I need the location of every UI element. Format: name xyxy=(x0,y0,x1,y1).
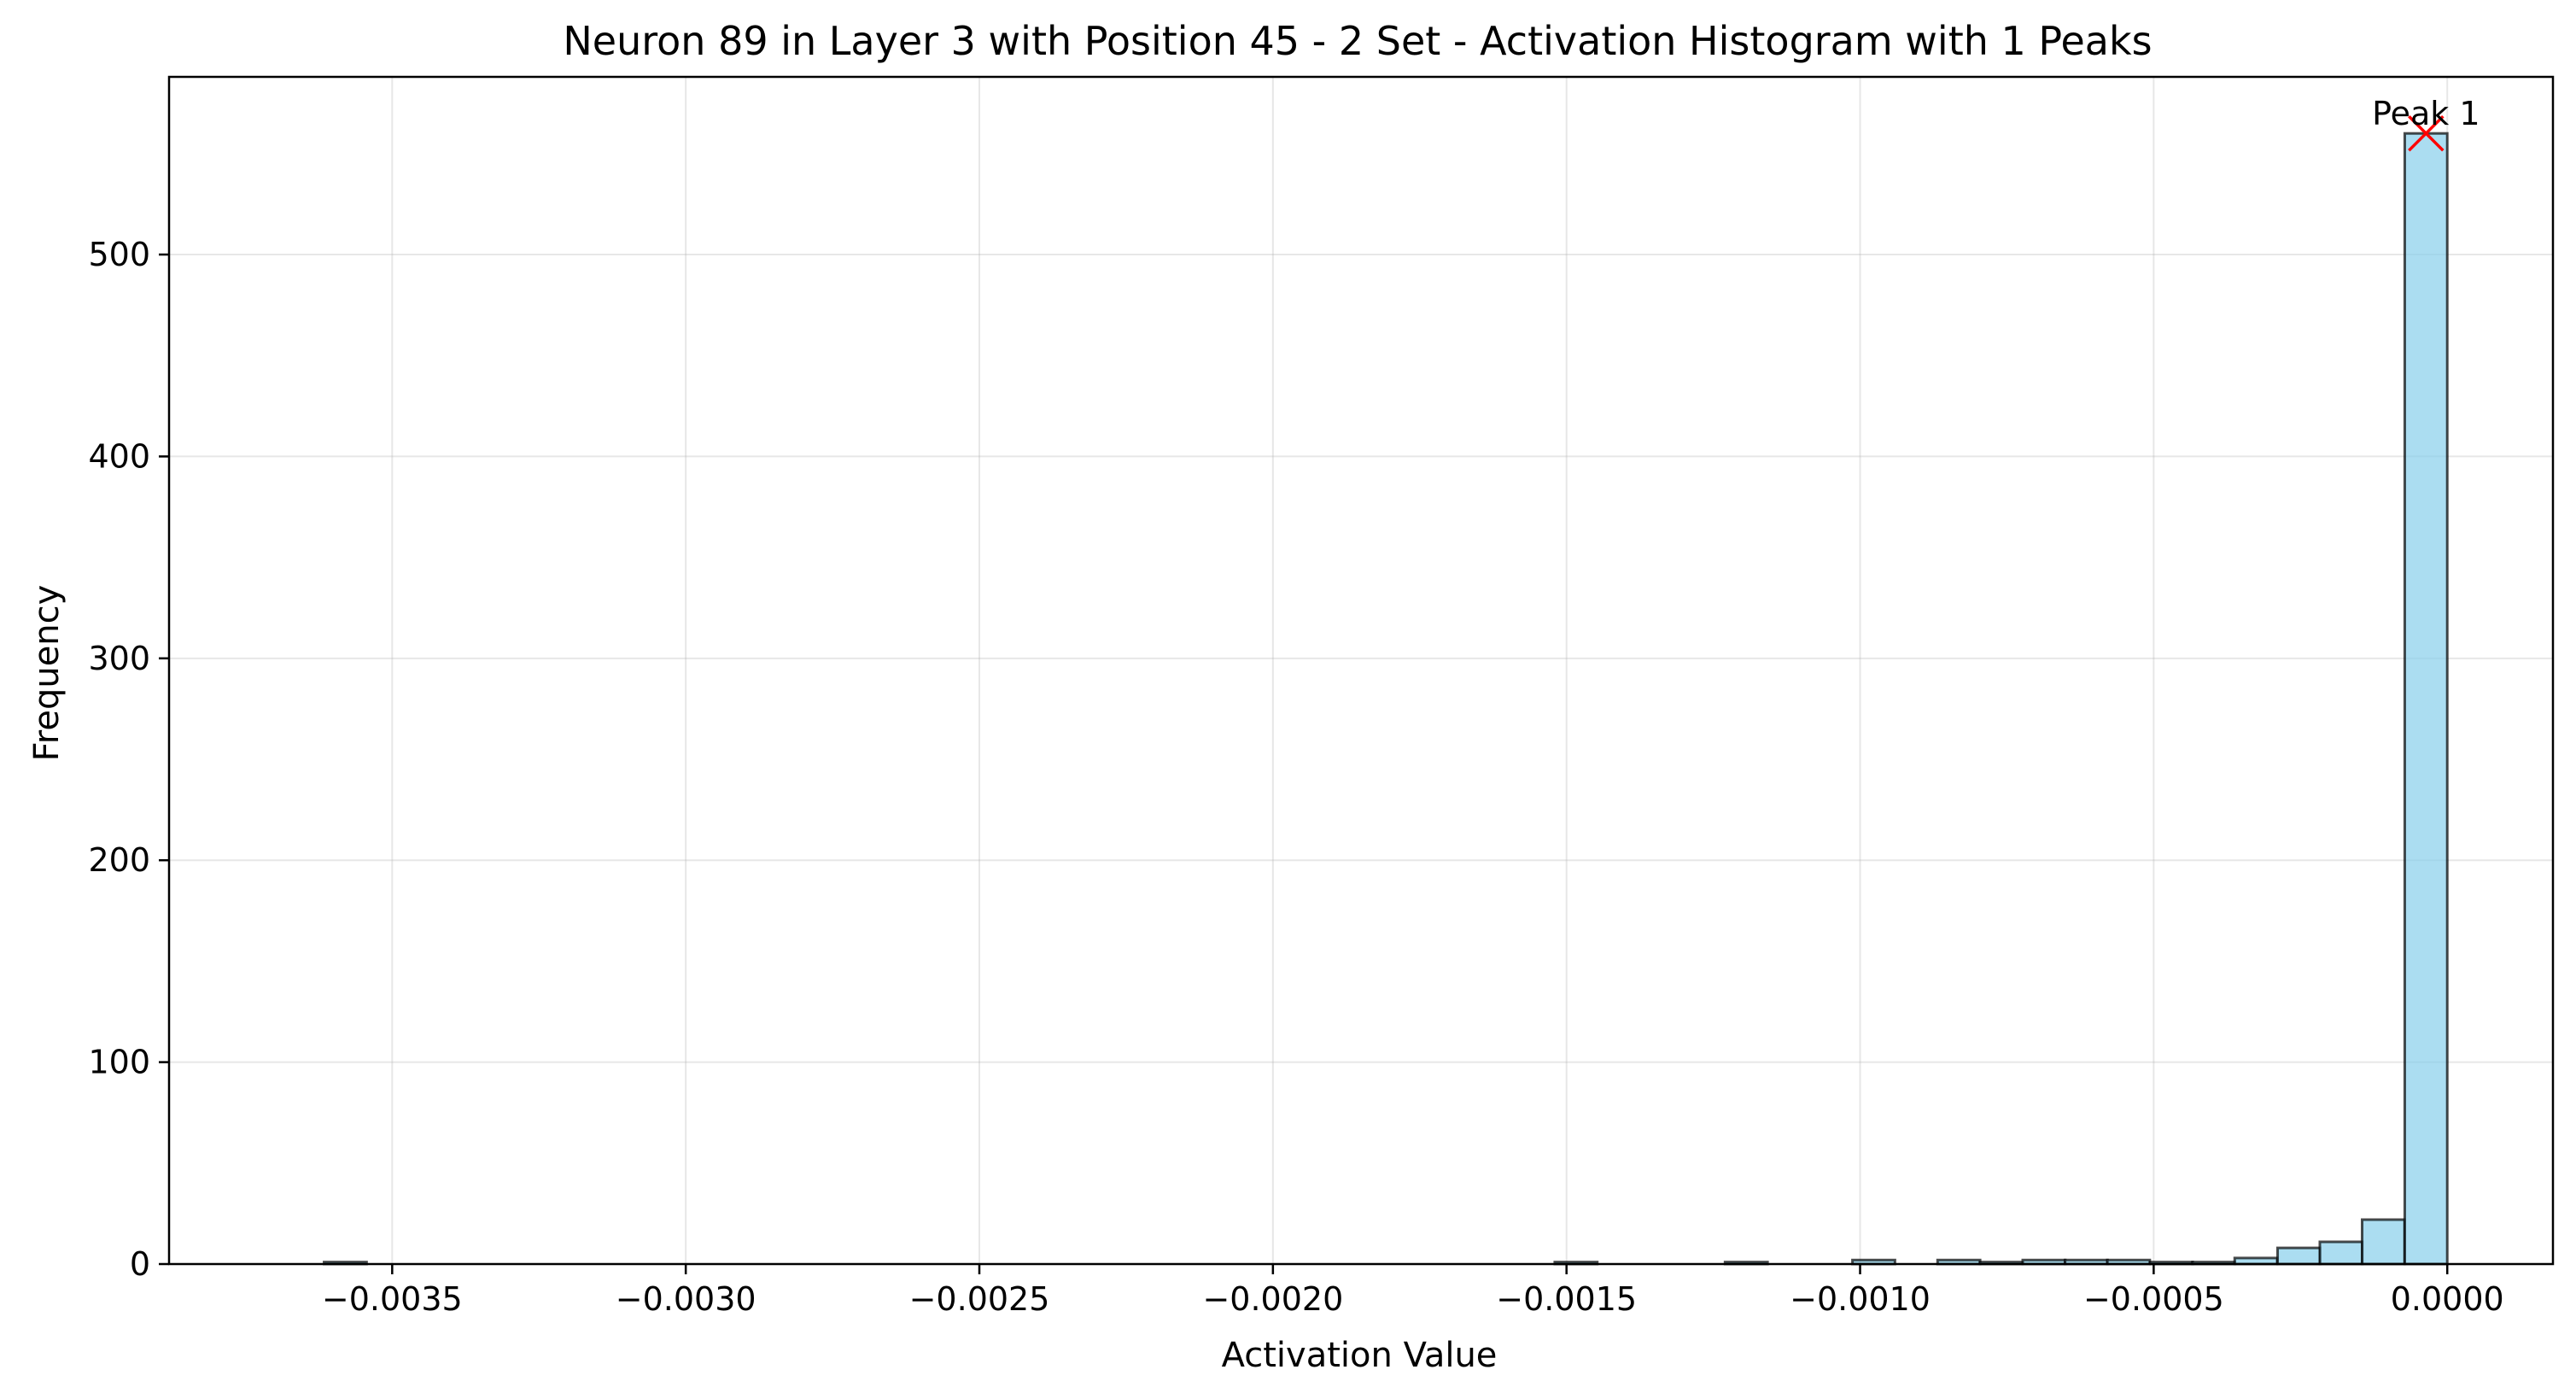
y-tick-label: 100 xyxy=(88,1044,150,1081)
x-tick-label: −0.0020 xyxy=(1202,1280,1343,1318)
histogram-bar xyxy=(2403,132,2449,1266)
histogram-bar xyxy=(2275,1246,2322,1266)
peak-marker xyxy=(2408,114,2445,152)
y-tick-label: 200 xyxy=(88,841,150,879)
peak-label: Peak 1 xyxy=(2372,95,2480,132)
y-axis-label: Frequency xyxy=(27,585,67,762)
y-tick-label: 500 xyxy=(88,236,150,273)
y-tick-label: 0 xyxy=(130,1245,150,1283)
peak-annotations: Peak 1 xyxy=(2372,95,2480,152)
grid-lines xyxy=(169,77,2553,1265)
histogram-bar xyxy=(2318,1240,2364,1266)
x-axis-label: Activation Value xyxy=(1222,1336,1498,1375)
x-tick-label: −0.0030 xyxy=(616,1280,756,1318)
y-tick-label: 400 xyxy=(88,437,150,475)
x-tick-label: −0.0025 xyxy=(909,1280,1050,1318)
axis-ticks: −0.0035 −0.0030 −0.0025 −0.0020 −0.0015 −0.00… xyxy=(88,236,2503,1318)
plot-area-frame xyxy=(167,75,2555,1266)
peak-marker-stroke xyxy=(2408,114,2445,152)
x-tick-label: −0.0035 xyxy=(322,1280,463,1318)
y-tick-label: 300 xyxy=(88,640,150,677)
x-tick-label: 0.0000 xyxy=(2391,1280,2504,1318)
x-tick-label: −0.0005 xyxy=(2083,1280,2224,1318)
x-tick-label: −0.0015 xyxy=(1496,1280,1637,1318)
chart-title: Neuron 89 in Layer 3 with Position 45 - … xyxy=(563,18,2152,64)
histogram-bar xyxy=(2361,1218,2406,1266)
x-tick-label: −0.0010 xyxy=(1790,1280,1931,1318)
